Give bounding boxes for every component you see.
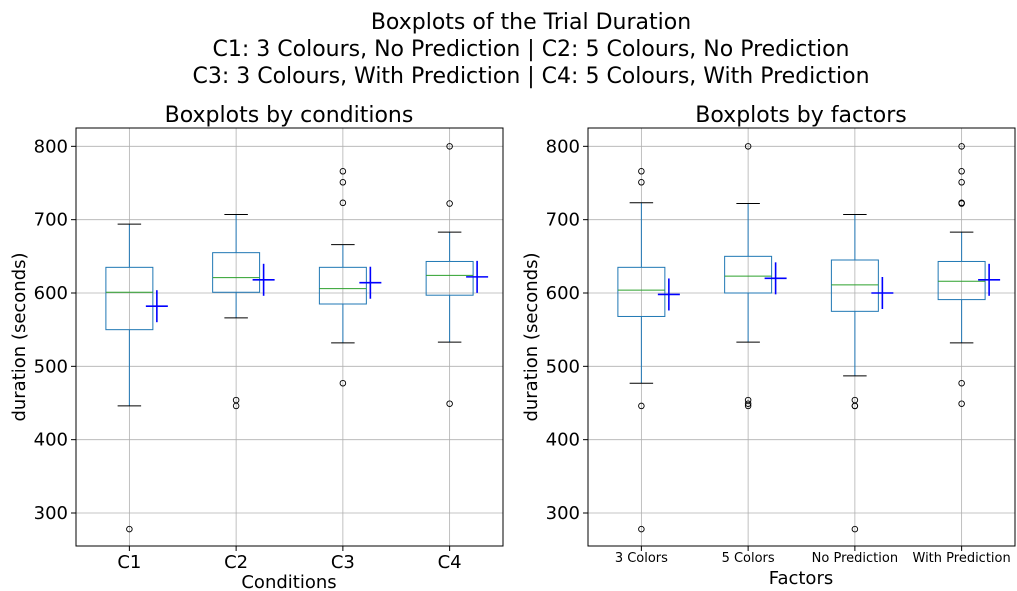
y-tick-label: 300	[34, 503, 68, 524]
y-tick-label: 600	[34, 283, 68, 304]
factors-boxplot-chart: Boxplots by factors Factors duration (se…	[521, 103, 1016, 589]
x-axis-label: Factors	[769, 568, 833, 589]
box-3	[937, 143, 1001, 407]
outlier-point	[232, 402, 240, 410]
suptitle-line-2: C1: 3 Colours, No Prediction | C2: 5 Col…	[213, 37, 850, 62]
outlier-point	[339, 168, 347, 175]
outlier-point	[744, 400, 752, 407]
y-tick-label: 800	[34, 136, 68, 157]
y-tick-label: 400	[34, 430, 68, 451]
axes-frame	[75, 127, 504, 547]
y-tick-label: 500	[34, 356, 68, 377]
iqr-box	[830, 259, 879, 312]
outlier-point	[339, 379, 347, 387]
outlier-point	[958, 143, 965, 150]
outlier-point	[638, 168, 645, 175]
axes-frame	[587, 127, 1016, 547]
box-2	[830, 214, 894, 533]
suptitle-line-1: Boxplots of the Trial Duration	[371, 10, 691, 35]
outlier-point	[744, 402, 752, 410]
outlier-point	[446, 143, 453, 150]
outlier-point	[339, 179, 347, 186]
x-axis-label: Conditions	[241, 572, 336, 591]
outlier-point	[958, 200, 965, 207]
outlier-point	[339, 199, 347, 207]
y-tick-label: 600	[546, 283, 580, 304]
x-tick-label: No Prediction	[812, 551, 898, 566]
box-1	[212, 214, 275, 410]
outlier-point	[126, 525, 133, 533]
outlier-point	[851, 402, 859, 410]
y-tick-label: 300	[546, 503, 580, 524]
y-tick-label: 700	[546, 210, 580, 231]
iqr-box	[105, 266, 154, 331]
outlier-point	[958, 400, 965, 407]
outlier-point	[446, 400, 453, 407]
outlier-point	[958, 168, 965, 175]
y-axis-label: duration (seconds)	[521, 252, 542, 421]
suptitle-line-3: C3: 3 Colours, With Prediction | C4: 5 C…	[192, 64, 869, 89]
iqr-box	[617, 266, 666, 317]
y-tick-label: 700	[34, 210, 68, 231]
outlier-point	[638, 402, 645, 410]
outlier-point	[958, 179, 965, 186]
box-3	[425, 143, 489, 407]
x-tick-label: 3 Colors	[615, 551, 668, 566]
outlier-point	[958, 379, 965, 387]
y-tick-label: 800	[546, 136, 580, 157]
iqr-box	[212, 252, 261, 293]
box-1	[724, 143, 787, 410]
conditions-boxplot-chart: Boxplots by conditions Conditions durati…	[9, 103, 504, 591]
iqr-box	[724, 255, 773, 294]
outlier-point	[851, 525, 859, 533]
y-axis-label: duration (seconds)	[9, 252, 30, 421]
chart-title: Boxplots by conditions	[165, 103, 414, 128]
box-2	[318, 168, 382, 387]
x-tick-label: C4	[438, 552, 462, 573]
iqr-box	[425, 260, 474, 296]
x-tick-label: C3	[331, 552, 355, 573]
chart-title: Boxplots by factors	[695, 103, 906, 128]
box-0	[105, 223, 168, 533]
x-tick-label: C1	[117, 552, 141, 573]
outlier-point	[638, 525, 645, 533]
x-tick-label: With Prediction	[913, 551, 1011, 566]
outlier-point	[638, 179, 645, 186]
y-tick-label: 500	[546, 356, 580, 377]
outlier-point	[446, 200, 453, 207]
outlier-point	[744, 143, 752, 150]
iqr-box	[318, 266, 367, 305]
box-0	[617, 168, 680, 533]
x-tick-label: 5 Colors	[722, 551, 775, 566]
x-tick-label: C2	[224, 552, 248, 573]
y-tick-label: 400	[546, 430, 580, 451]
